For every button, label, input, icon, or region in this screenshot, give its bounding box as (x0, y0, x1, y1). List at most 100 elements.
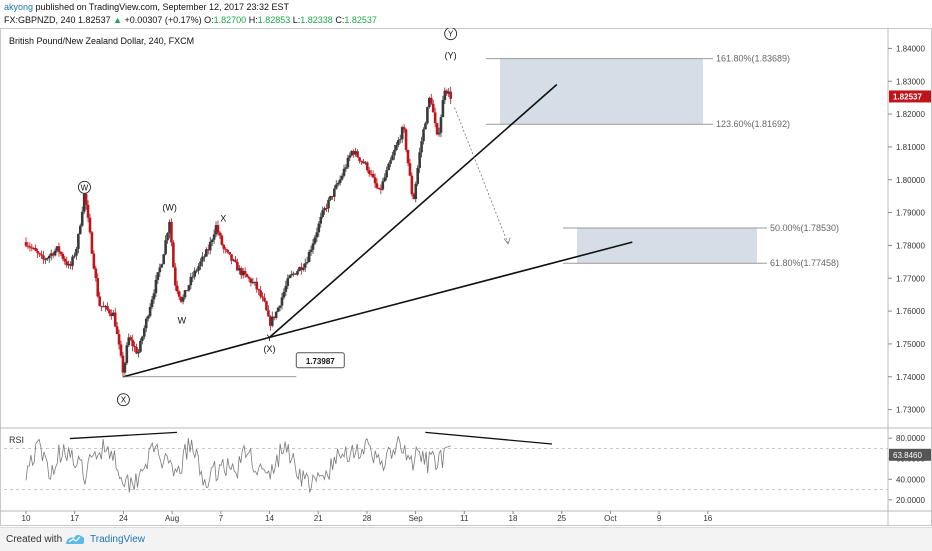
wave-label: W (81, 183, 89, 192)
candle-body (111, 312, 115, 317)
price-chart[interactable]: 161.80%(1.83689) 123.60%(1.81692) 50.00%(1… (0, 28, 932, 527)
candle-body (142, 328, 146, 337)
candle-body (55, 246, 59, 251)
tradingview-brand[interactable]: TradingView (90, 534, 146, 545)
candle-body (156, 272, 160, 280)
candle-body (429, 97, 433, 104)
candle-body (108, 309, 111, 314)
time-tick-label: 17 (70, 514, 79, 523)
candle-body (342, 168, 346, 176)
candle-body (286, 278, 290, 286)
candle-body (272, 316, 276, 318)
time-tick-label: Oct (604, 514, 617, 523)
candle-body (123, 363, 127, 373)
price-tick-label: 1.78000 (896, 241, 925, 250)
candle-body (385, 170, 388, 178)
candle-body (428, 97, 431, 108)
fib-level-label: 50.00%(1.78530) (770, 223, 839, 233)
candle-body (354, 151, 357, 155)
candle-body (125, 345, 129, 364)
tradingview-logo-icon (65, 534, 85, 544)
candle-body (113, 312, 117, 327)
candle-body (420, 141, 423, 153)
candle-body (348, 155, 352, 158)
candle-body (183, 290, 187, 298)
candle-body (63, 258, 67, 262)
time-tick-label: Aug (165, 514, 179, 523)
candle-body (65, 261, 69, 266)
candle-body (433, 112, 437, 124)
up-arrow-icon: ▲ (113, 15, 123, 25)
candle-body (92, 253, 96, 269)
candle-body (102, 306, 105, 308)
rsi-label: RSI (9, 435, 24, 445)
close-label: C: (335, 15, 345, 25)
fib-zone (577, 228, 757, 264)
candle-body (222, 244, 226, 249)
candle-body (88, 217, 92, 233)
candle-body (241, 271, 245, 276)
candle-body (317, 223, 321, 233)
candle-body (412, 194, 416, 200)
candle-body (269, 316, 272, 326)
rsi-line (25, 436, 451, 493)
candle-body (53, 250, 57, 256)
candle-body (152, 293, 156, 300)
price-tick-label: 1.73000 (896, 406, 925, 415)
candle-body (282, 291, 286, 298)
close-value: 1.82537 (344, 15, 377, 25)
candle-body (206, 249, 210, 251)
candle-body (379, 188, 383, 190)
author-link[interactable]: akyong (4, 2, 34, 12)
open-label: O: (204, 15, 214, 25)
candle-body (129, 337, 133, 340)
candle-body (410, 175, 414, 195)
time-tick-label: 25 (557, 514, 566, 523)
candle-body (356, 151, 359, 158)
candle-body (422, 129, 425, 142)
candle-body (315, 232, 319, 238)
candle-body (177, 291, 181, 297)
candle-body (86, 204, 90, 218)
candle-body (325, 208, 328, 210)
candle-body (205, 249, 208, 257)
candle-body (146, 316, 150, 319)
candle-body (69, 263, 72, 266)
high-label: H: (248, 15, 258, 25)
candle-body (245, 274, 249, 278)
arrow-head-icon (503, 237, 511, 245)
rsi-divergence-line (425, 431, 553, 445)
candle-body (46, 258, 49, 260)
price-tick-label: 1.74000 (896, 373, 925, 382)
candle-body (32, 247, 36, 249)
fib-level-label: 61.80%(1.77458) (770, 258, 839, 268)
wave-label: X (121, 396, 127, 405)
trendline (123, 336, 270, 378)
candle-body (30, 247, 34, 249)
publish-text: published on TradingView.com, September … (35, 2, 290, 12)
candle-body (265, 301, 268, 311)
candle-body (338, 179, 342, 183)
candle-body (141, 336, 144, 341)
candle-body (408, 163, 412, 176)
candle-body (371, 173, 375, 178)
candle-body (117, 334, 121, 345)
candle-body (364, 162, 367, 164)
candle-body (327, 199, 330, 209)
candle-body (174, 267, 177, 286)
publish-info: akyong published on TradingView.com, Sep… (4, 2, 289, 12)
candle-body (358, 157, 361, 161)
candle-body (278, 305, 282, 308)
candle-body (373, 177, 377, 184)
candle-body (26, 245, 30, 247)
candle-body (110, 313, 113, 317)
candle-body (261, 296, 264, 298)
candle-body (160, 264, 164, 268)
candle-body (131, 339, 134, 347)
candle-body (414, 183, 418, 200)
change-value: +0.00307 (+0.17%) (124, 15, 202, 25)
candle-body (148, 306, 152, 317)
wave-label: (Y) (445, 51, 457, 61)
candle-body (162, 254, 165, 265)
fib-level-label: 161.80%(1.83689) (716, 54, 790, 64)
